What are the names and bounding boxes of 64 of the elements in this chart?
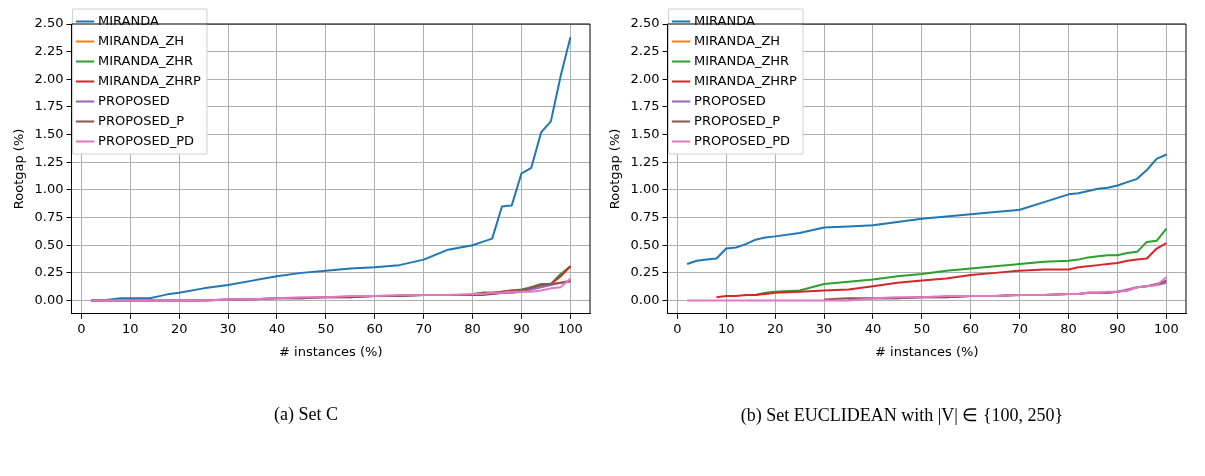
y-tick-label: 1.25 — [630, 153, 660, 169]
x-tick-label: 80 — [1060, 320, 1077, 336]
x-tick-label: 80 — [464, 320, 481, 336]
legend-label: MIRANDA_ZHRP — [98, 72, 202, 88]
y-tick-label: 2.50 — [630, 15, 660, 31]
text: (a) Set C — [273, 404, 339, 425]
y-tick-label: 2.25 — [630, 43, 660, 59]
x-tick-label: 90 — [1109, 320, 1126, 336]
x-tick-label: 100 — [1154, 320, 1179, 336]
text: (b) Set EUCLIDEAN with |V| ∈ {100, 250} — [739, 404, 1065, 426]
y-tick-label: 0.00 — [630, 291, 660, 307]
y-tick-label: 1.50 — [34, 125, 64, 141]
y-tick-label: 2.25 — [34, 43, 64, 59]
y-tick-label: 0.25 — [630, 264, 660, 280]
legend-label: MIRANDA_ZHR — [98, 52, 194, 68]
x-tick-label: 100 — [558, 320, 583, 336]
x-tick-label: 90 — [513, 320, 530, 336]
x-tick-label: 60 — [962, 320, 980, 336]
legend-label: PROPOSED_PD — [98, 132, 195, 148]
x-tick-label: 20 — [170, 320, 188, 336]
y-tick-label: 0.00 — [34, 291, 64, 307]
x-tick-label: 40 — [268, 320, 286, 336]
legend-label: MIRANDA — [98, 12, 159, 28]
legend-label: MIRANDA_ZHR — [694, 52, 790, 68]
y-tick-label: 2.50 — [34, 15, 64, 31]
x-tick-label: 30 — [219, 320, 237, 336]
legend-label: MIRANDA — [694, 12, 755, 28]
x-tick-label: 10 — [121, 320, 139, 336]
x-tick-label: 70 — [415, 320, 432, 336]
y-tick-label: 1.75 — [34, 98, 64, 114]
y-tick-label: 1.00 — [34, 181, 64, 197]
x-tick-label: 50 — [913, 320, 931, 336]
legend-label: PROPOSED — [694, 92, 766, 108]
y-tick-label: 1.75 — [630, 98, 660, 114]
y-tick-label: 0.50 — [34, 236, 64, 252]
x-tick-label: 60 — [366, 320, 384, 336]
x-tick-label: 0 — [673, 320, 682, 336]
y-tick-label: 1.25 — [34, 153, 64, 169]
y-tick-label: 1.00 — [630, 181, 660, 197]
x-tick-label: 20 — [766, 320, 784, 336]
y-tick-label: 0.75 — [630, 208, 660, 224]
legend-label: PROPOSED_P — [694, 112, 781, 128]
y-tick-label: 0.75 — [34, 208, 64, 224]
legend-label: MIRANDA_ZHRP — [694, 72, 798, 88]
x-tick-label: 70 — [1011, 320, 1028, 336]
y-tick-label: 1.50 — [630, 125, 660, 141]
x-tick-label: 40 — [864, 320, 882, 336]
legend-label: MIRANDA_ZH — [98, 32, 185, 48]
x-axis-title: # instances (%) — [279, 343, 383, 359]
legend-label: PROPOSED_P — [98, 112, 185, 128]
y-tick-label: 2.00 — [34, 70, 64, 86]
y-axis-title: Rootgap (%) — [11, 128, 27, 210]
y-tick-label: 2.00 — [630, 70, 660, 86]
legend-label: PROPOSED — [98, 92, 170, 108]
y-axis-title: Rootgap (%) — [607, 128, 623, 210]
x-tick-label: 0 — [77, 320, 86, 336]
x-axis-title: # instances (%) — [875, 343, 979, 359]
legend-label: PROPOSED_PD — [694, 132, 791, 148]
x-tick-label: 50 — [317, 320, 335, 336]
x-tick-label: 10 — [717, 320, 735, 336]
y-tick-label: 0.25 — [34, 264, 64, 280]
y-tick-label: 0.50 — [630, 236, 660, 252]
legend-label: MIRANDA_ZH — [694, 32, 781, 48]
x-tick-label: 30 — [815, 320, 833, 336]
